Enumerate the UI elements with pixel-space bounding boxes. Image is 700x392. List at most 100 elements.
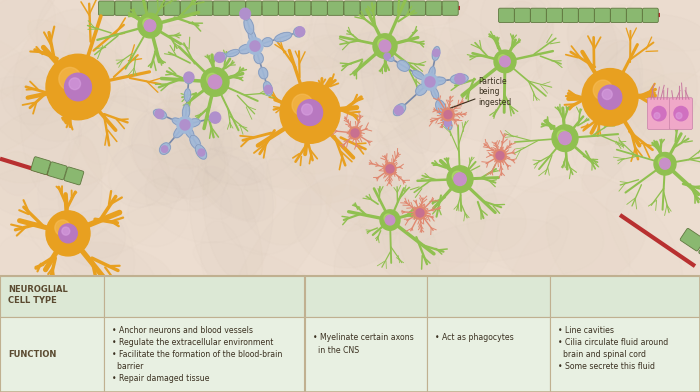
FancyBboxPatch shape — [669, 98, 692, 129]
Circle shape — [384, 214, 392, 222]
Circle shape — [265, 85, 272, 93]
Ellipse shape — [595, 38, 698, 152]
Circle shape — [384, 163, 396, 175]
Ellipse shape — [278, 36, 374, 174]
Circle shape — [659, 158, 671, 169]
Ellipse shape — [198, 155, 276, 222]
Circle shape — [496, 151, 504, 160]
Circle shape — [292, 94, 313, 116]
Ellipse shape — [294, 27, 304, 37]
Ellipse shape — [372, 46, 430, 153]
Ellipse shape — [148, 93, 224, 169]
Circle shape — [144, 20, 156, 31]
Ellipse shape — [295, 132, 410, 234]
FancyBboxPatch shape — [442, 1, 458, 15]
Circle shape — [298, 100, 323, 125]
FancyBboxPatch shape — [115, 1, 131, 15]
Ellipse shape — [477, 91, 531, 210]
FancyBboxPatch shape — [410, 1, 426, 15]
Circle shape — [447, 166, 473, 192]
FancyBboxPatch shape — [594, 8, 610, 22]
Ellipse shape — [402, 0, 468, 26]
Ellipse shape — [184, 73, 193, 83]
Circle shape — [69, 78, 80, 90]
Circle shape — [206, 73, 218, 85]
Ellipse shape — [64, 210, 125, 267]
Circle shape — [394, 106, 403, 115]
Ellipse shape — [166, 85, 260, 220]
Circle shape — [295, 27, 304, 36]
Ellipse shape — [568, 12, 640, 100]
Ellipse shape — [153, 109, 167, 119]
Ellipse shape — [412, 71, 424, 80]
Circle shape — [351, 129, 359, 137]
Circle shape — [498, 54, 508, 64]
Circle shape — [654, 152, 676, 175]
Circle shape — [444, 120, 451, 126]
Ellipse shape — [241, 9, 249, 20]
Ellipse shape — [500, 1, 548, 56]
Ellipse shape — [186, 119, 200, 127]
Ellipse shape — [243, 158, 321, 245]
Circle shape — [240, 8, 251, 19]
Ellipse shape — [174, 125, 186, 138]
Circle shape — [349, 127, 361, 139]
Ellipse shape — [530, 56, 589, 118]
FancyBboxPatch shape — [31, 157, 50, 175]
Ellipse shape — [209, 114, 220, 121]
Bar — [427, 317, 550, 392]
Ellipse shape — [334, 205, 470, 325]
Circle shape — [452, 171, 463, 182]
FancyBboxPatch shape — [246, 1, 262, 15]
Circle shape — [184, 72, 194, 82]
FancyBboxPatch shape — [197, 1, 213, 15]
FancyBboxPatch shape — [262, 1, 278, 15]
Ellipse shape — [546, 192, 630, 299]
FancyBboxPatch shape — [377, 1, 393, 15]
Ellipse shape — [281, 56, 345, 103]
Circle shape — [444, 111, 452, 119]
Ellipse shape — [0, 108, 108, 218]
Ellipse shape — [184, 89, 190, 102]
FancyBboxPatch shape — [148, 1, 164, 15]
FancyBboxPatch shape — [610, 8, 626, 22]
Ellipse shape — [326, 185, 370, 231]
Ellipse shape — [582, 87, 656, 193]
Ellipse shape — [428, 67, 435, 82]
Circle shape — [557, 130, 568, 141]
FancyBboxPatch shape — [230, 1, 246, 15]
Ellipse shape — [332, 32, 435, 122]
Circle shape — [384, 53, 391, 60]
Ellipse shape — [27, 20, 165, 113]
Ellipse shape — [0, 49, 67, 157]
Ellipse shape — [13, 9, 122, 142]
Circle shape — [177, 117, 193, 133]
Text: • Myelinate certain axons
  in the CNS: • Myelinate certain axons in the CNS — [313, 333, 414, 354]
FancyBboxPatch shape — [498, 8, 514, 22]
Ellipse shape — [232, 183, 332, 316]
Circle shape — [652, 107, 666, 121]
Ellipse shape — [382, 52, 394, 61]
Circle shape — [59, 67, 81, 90]
Ellipse shape — [621, 69, 700, 164]
Ellipse shape — [132, 108, 225, 198]
Ellipse shape — [248, 29, 256, 46]
Ellipse shape — [432, 47, 440, 60]
Ellipse shape — [263, 82, 272, 95]
Ellipse shape — [435, 100, 447, 115]
Circle shape — [500, 56, 510, 67]
FancyBboxPatch shape — [514, 8, 531, 22]
Ellipse shape — [294, 175, 398, 268]
Circle shape — [654, 113, 660, 119]
Circle shape — [62, 227, 70, 235]
Ellipse shape — [398, 27, 492, 116]
Circle shape — [302, 104, 312, 115]
Ellipse shape — [497, 175, 647, 289]
FancyBboxPatch shape — [99, 1, 115, 15]
FancyBboxPatch shape — [648, 98, 671, 129]
Text: NEUROGLIAL
CELL TYPE: NEUROGLIAL CELL TYPE — [8, 285, 68, 305]
Bar — [304, 317, 427, 392]
Circle shape — [209, 75, 222, 89]
Circle shape — [416, 209, 424, 217]
FancyBboxPatch shape — [643, 8, 658, 22]
